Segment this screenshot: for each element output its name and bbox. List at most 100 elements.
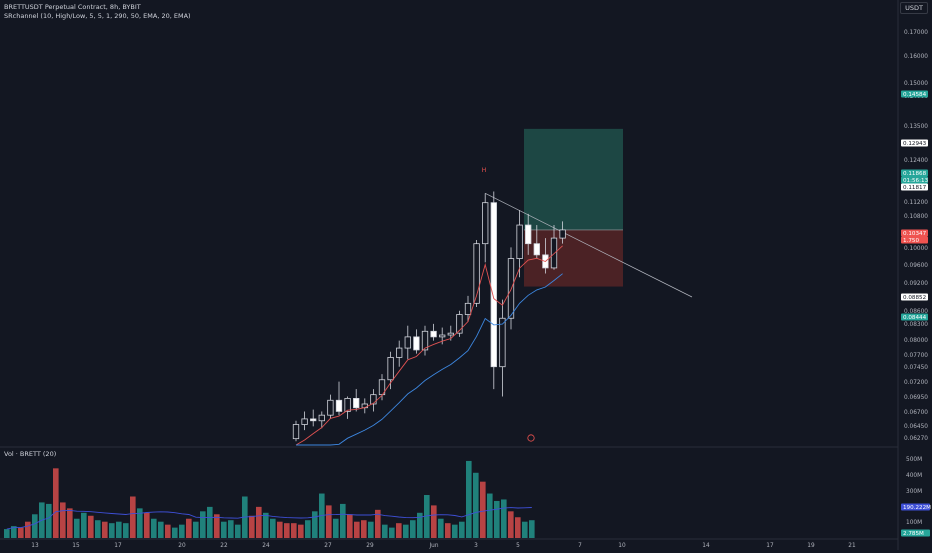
price-badge-label: 0.11868 [903,171,927,177]
volume-bar [32,514,38,538]
candle-body [292,424,300,440]
volume-bar [200,511,206,538]
time-tick-label: 14 [702,543,710,549]
symbol-title[interactable]: BRETTUSDT Perpetual Contract, 8h, BYBIT [4,3,141,11]
volume-bar [18,527,24,538]
volume-legend[interactable]: Vol · BRETT (20) [4,450,57,458]
time-axis[interactable]: 13 15 17 20 22 24 27 29 Jun 3 5 7 10 14 17 19 21 [31,543,856,549]
price-tick-label: 0.08300 [904,322,928,328]
price-tick-label: 0.16000 [904,54,928,60]
volume-bar [389,527,395,538]
volume-bar [354,521,360,538]
indicator-legend[interactable]: SRchannel (10, High/Low, 5, 5, 1, 290, 5… [4,12,191,20]
volume-bar [515,517,521,538]
candle-body [387,356,394,381]
time-tick-label: 3 [474,543,478,549]
price-tick-label: 0.08600 [904,309,928,315]
candle-body [533,243,540,256]
time-tick-label: 24 [262,543,270,549]
volume-bar [60,502,66,538]
loss-zone [524,229,623,287]
time-tick-label: 17 [766,543,774,549]
volume-bar [312,511,318,538]
candle-body [464,302,472,315]
volume-bar [494,500,500,538]
price-tick-label: 0.10000 [904,246,928,252]
volume-bar [305,520,311,538]
volume-bar [396,523,402,538]
candle-body [456,314,463,334]
volume-bar [109,523,115,538]
candle-body [559,229,566,239]
volume-bar [263,512,269,538]
volume-bar [144,512,150,538]
volume-badge-label: 2.785M [903,531,924,537]
price-badge [901,293,928,301]
volume-bar [270,518,276,538]
volume-bar [228,520,234,538]
volume-tick-label: 400M [906,473,922,479]
time-tick-label: 15 [72,543,80,549]
price-tick-label: 0.06270 [904,436,928,442]
volume-bar [438,518,444,538]
candle-body [327,399,334,416]
volume-bar [459,521,465,538]
candle-body [482,202,489,245]
price-tick-label: 0.07700 [904,353,928,359]
volume-bar [452,524,458,538]
long-position-tool[interactable]: H [482,128,693,442]
time-tick-label: 27 [324,543,332,549]
volume-bar [326,505,332,538]
candle-body [310,418,317,422]
volume-bar [368,521,374,538]
volume-bar [193,521,199,538]
price-tick-label: 0.08000 [904,338,928,344]
candle-body [370,394,377,405]
price-tick-label: 0.11200 [904,200,928,206]
volume-bar [340,503,346,538]
price-badge-label: 0.14584 [903,92,927,98]
candles [292,191,566,442]
volume-bar [277,521,283,538]
price-badge-label: 0.10347 [903,231,927,237]
candle-body [490,202,497,368]
price-badge-label: 0.08444 [903,315,927,321]
price-badge-label: 0.11817 [903,185,927,191]
volume-bar [473,472,479,538]
profit-zone [524,128,623,230]
candle-body [447,332,454,336]
volume-badge [901,503,930,511]
signal-marker: H [482,167,487,174]
volume-bar [179,524,185,538]
price-tick-label: 0.10800 [904,214,928,220]
time-tick-label: 19 [807,543,815,549]
volume-bar [116,521,122,538]
candle-body [430,330,437,338]
ema-lines [295,245,563,446]
candle-body [525,224,532,245]
volume-bar [298,524,304,538]
price-badge-label: 0.08852 [903,295,926,301]
volume-bar [333,518,339,538]
time-tick-label: Jun [428,543,438,549]
price-axis[interactable]: 0.170000.160000.150000.140000.135000.124… [901,30,931,537]
volume-bar [46,503,52,538]
candle-body [335,399,343,412]
time-tick-label: 5 [516,543,520,549]
currency-button[interactable]: USDT [900,2,928,14]
volume-bar [431,505,437,538]
volume-bar [256,506,262,538]
volume-bar [361,520,367,538]
volume-bar [102,521,108,538]
volume-bar [130,496,136,538]
volume-bar [417,512,423,538]
volume-badge [901,529,930,537]
volume-bar [424,495,430,538]
candle-body [473,243,480,304]
price-badge [901,313,928,321]
volume-bar [487,493,493,538]
time-tick-label: 17 [114,543,122,549]
time-tick-label: 7 [578,543,582,549]
